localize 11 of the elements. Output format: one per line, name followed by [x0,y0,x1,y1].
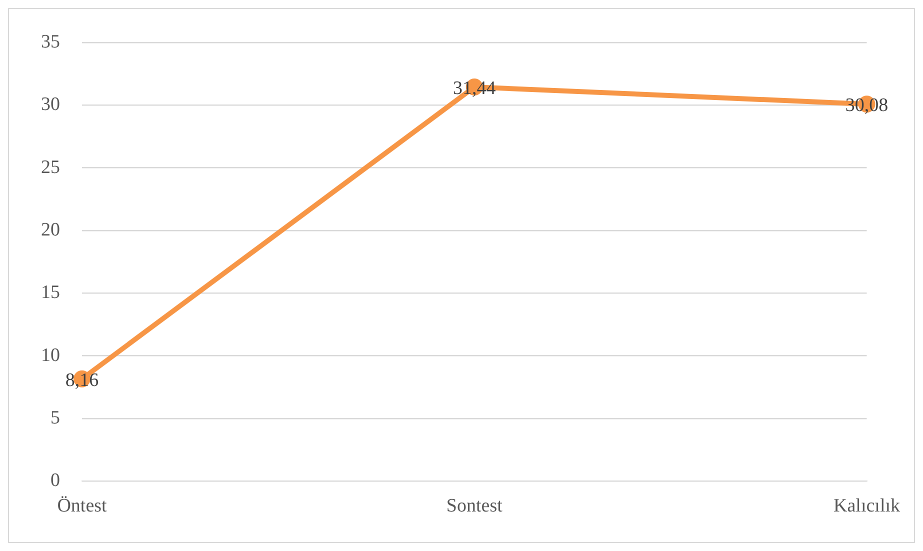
y-tick-label: 15 [41,282,60,304]
y-tick-label: 20 [41,219,60,240]
y-tick-label: 30 [41,94,60,116]
y-tick-label: 25 [41,156,60,178]
x-tick-label: Kalıcılık [834,496,900,517]
x-tick-label: Öntest [57,496,108,517]
y-tick-label: 35 [41,31,60,52]
x-tick-label: Sontest [446,496,504,517]
y-tick-label: 5 [50,408,60,428]
y-tick-label: 0 [50,470,60,492]
y-tick-label: 10 [41,344,60,366]
